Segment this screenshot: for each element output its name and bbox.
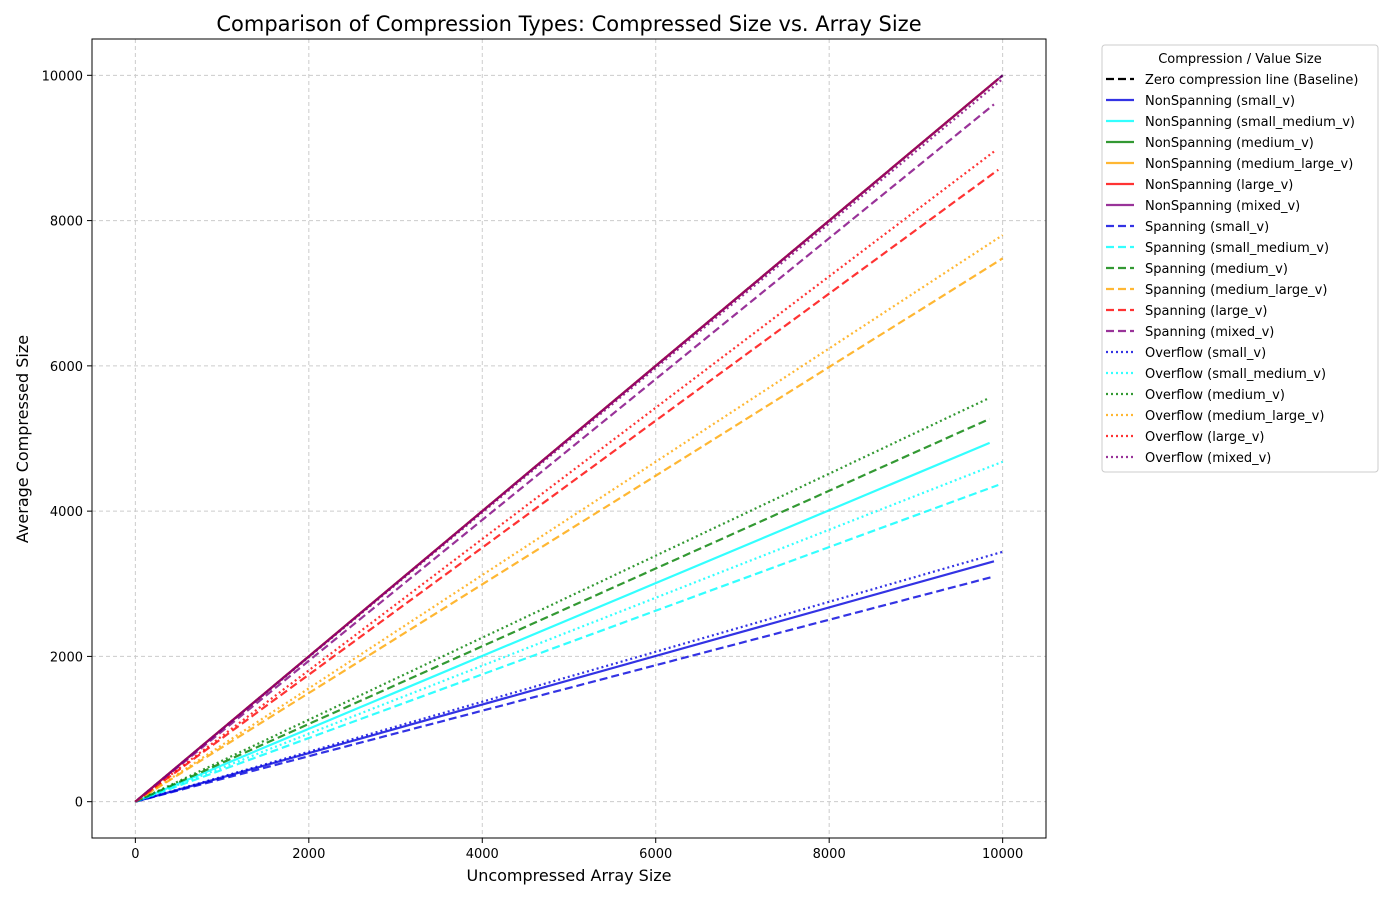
x-tick-label: 0 — [131, 847, 139, 862]
legend-label: Overflow (small_v) — [1145, 346, 1266, 361]
plot-frame — [91, 38, 1047, 839]
legend-label: Spanning (medium_v) — [1145, 262, 1288, 277]
legend-title: Compression / Value Size — [1158, 52, 1322, 67]
legend-label: Overflow (mixed_v) — [1145, 451, 1271, 466]
legend-label: Spanning (medium_large_v) — [1145, 283, 1327, 298]
y-axis-label: Average Compressed Size — [13, 335, 32, 543]
series-line-16 — [134, 234, 1004, 803]
x-tick-label: 2000 — [292, 847, 325, 862]
y-tick-label: 6000 — [50, 360, 83, 375]
legend-label: NonSpanning (medium_v) — [1145, 136, 1314, 151]
series-line-6 — [134, 74, 1004, 803]
series-line-18 — [134, 78, 1004, 803]
series-layer — [134, 74, 1004, 803]
series-line-13 — [135, 550, 1003, 803]
legend-label: Overflow (medium_large_v) — [1145, 409, 1324, 424]
legend-label: Spanning (small_v) — [1145, 220, 1269, 235]
legend-label: NonSpanning (medium_large_v) — [1145, 157, 1353, 172]
legend-items: Zero compression line (Baseline) NonSpann… — [1106, 73, 1358, 466]
legend-label: Overflow (small_medium_v) — [1145, 367, 1326, 382]
legend-label: Spanning (mixed_v) — [1145, 325, 1274, 340]
legend-label: Spanning (large_v) — [1145, 304, 1267, 319]
x-tick-label: 4000 — [466, 847, 499, 862]
x-ticks: 0 2000 4000 6000 8000 10000 — [131, 838, 1023, 862]
series-line-12 — [134, 103, 995, 803]
series-line-10 — [134, 257, 1004, 803]
series-line-14 — [134, 460, 1004, 803]
series-line-2 — [134, 441, 991, 803]
grid — [92, 39, 1046, 838]
y-tick-label: 2000 — [50, 650, 83, 665]
series-line-15 — [134, 396, 991, 803]
x-tick-label: 8000 — [813, 847, 846, 862]
x-tick-label: 10000 — [982, 847, 1023, 862]
y-ticks: 0 2000 4000 6000 8000 10000 — [42, 69, 92, 811]
series-line-8 — [134, 483, 999, 803]
x-tick-label: 6000 — [639, 847, 672, 862]
legend-label: Overflow (medium_v) — [1145, 388, 1285, 403]
y-tick-label: 4000 — [50, 505, 83, 520]
legend-label: NonSpanning (small_medium_v) — [1145, 115, 1355, 130]
chart-title: Comparison of Compression Types: Compres… — [216, 12, 921, 36]
legend-box — [1101, 44, 1379, 473]
y-tick-label: 0 — [75, 796, 83, 811]
legend-label: Spanning (small_medium_v) — [1145, 241, 1329, 256]
legend-label: NonSpanning (small_v) — [1145, 94, 1295, 109]
series-line-7 — [135, 575, 995, 803]
series-line-17 — [134, 150, 995, 803]
legend: Compression / Value Size Zero compressio… — [1101, 44, 1379, 473]
y-tick-label: 10000 — [42, 69, 83, 84]
legend-label: NonSpanning (mixed_v) — [1145, 199, 1300, 214]
series-line-1 — [135, 560, 995, 803]
series-line-11 — [134, 168, 999, 803]
series-line-9 — [134, 417, 991, 803]
legend-label: Zero compression line (Baseline) — [1145, 73, 1358, 88]
legend-label: NonSpanning (large_v) — [1145, 178, 1293, 193]
x-axis-label: Uncompressed Array Size — [466, 866, 671, 885]
legend-label: Overflow (large_v) — [1145, 430, 1264, 445]
y-tick-label: 8000 — [50, 215, 83, 230]
